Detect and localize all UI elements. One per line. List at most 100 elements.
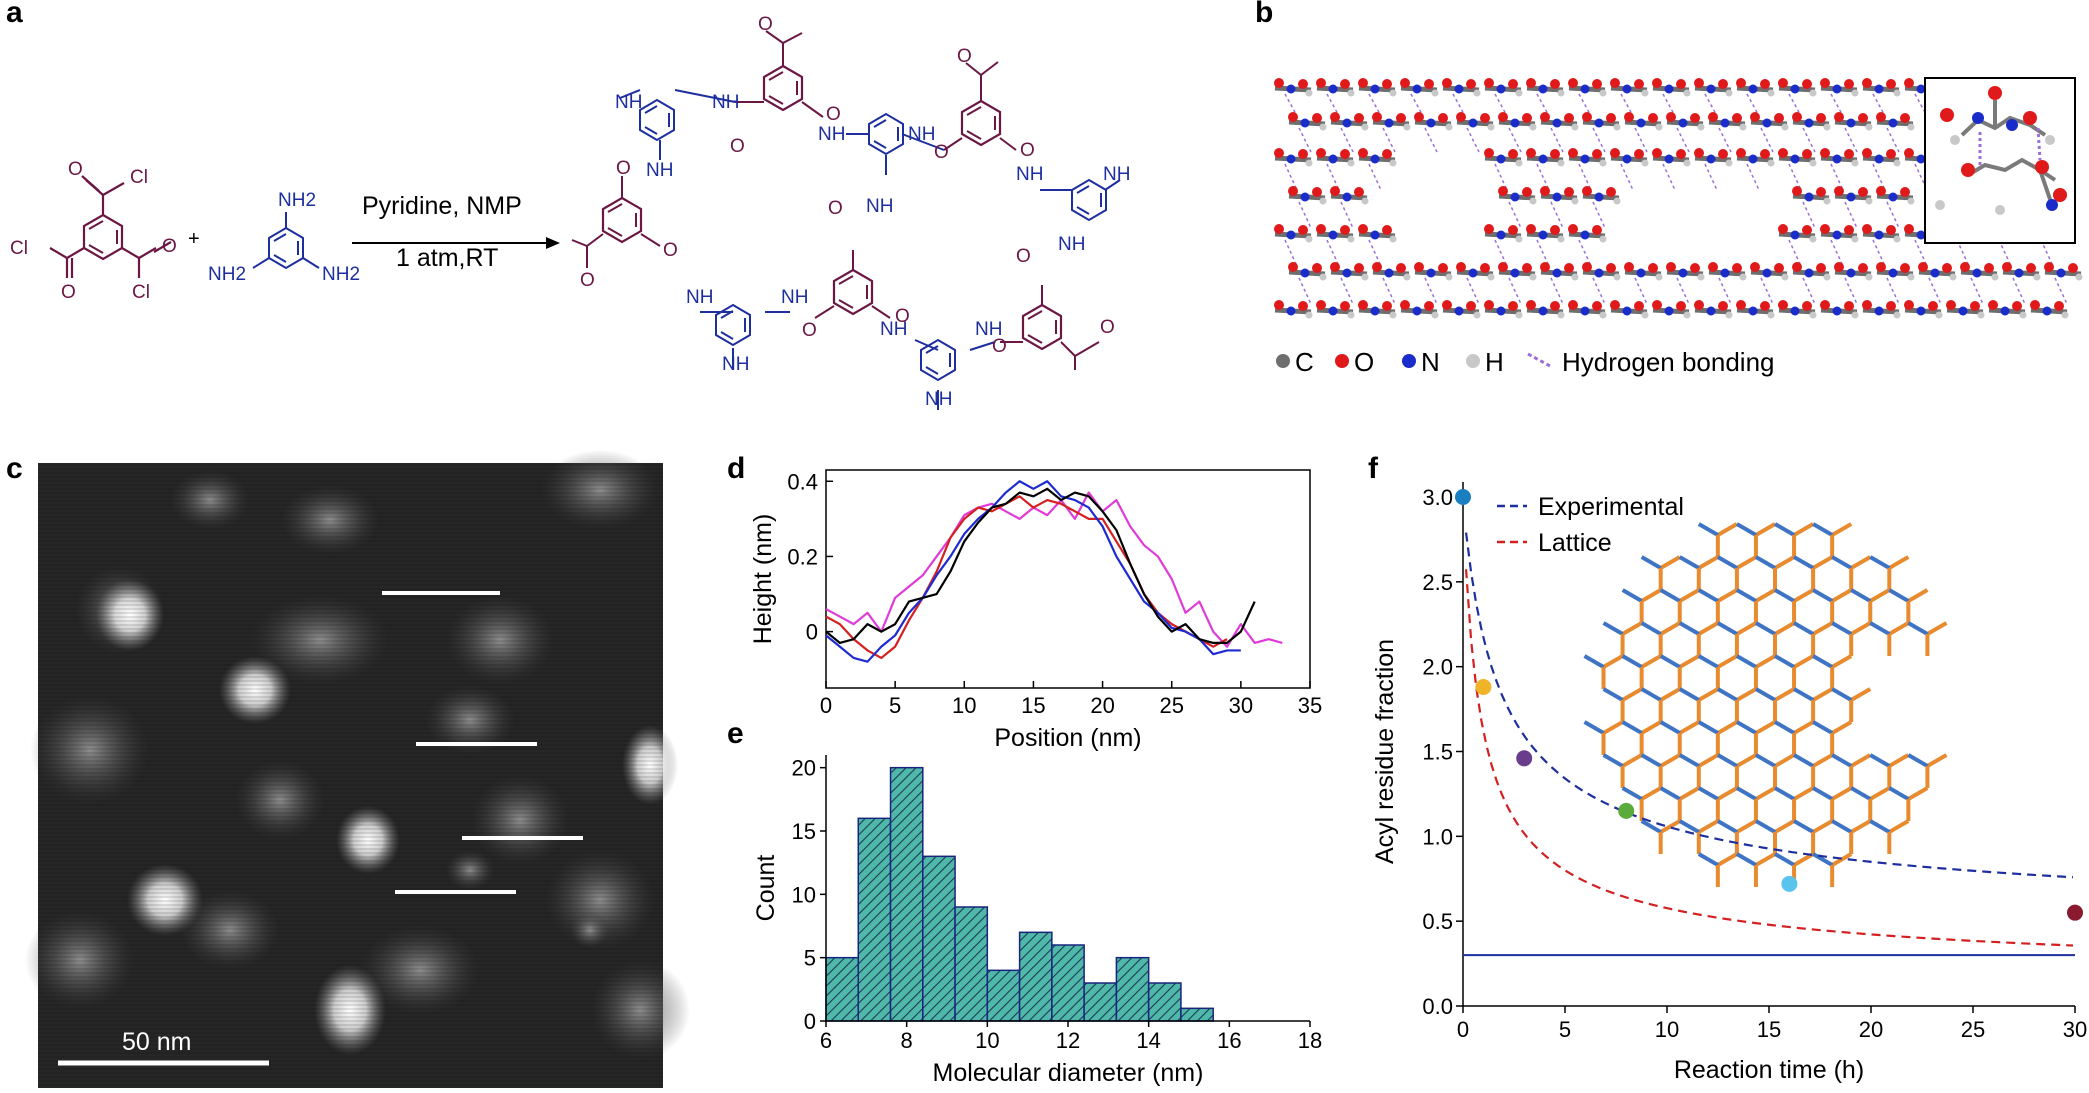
oxygen-atom xyxy=(1540,112,1550,122)
oxygen-atom xyxy=(1358,224,1368,234)
hydrogen-bond xyxy=(1466,127,1480,153)
oxygen-atom xyxy=(1340,225,1350,235)
panel-label-e: e xyxy=(727,717,744,750)
oxygen-atom xyxy=(1904,148,1914,158)
label-o: O xyxy=(663,240,678,261)
lattice-bond xyxy=(1831,522,1853,537)
oxygen-atom xyxy=(1862,148,1872,158)
oxygen-atom xyxy=(1498,262,1508,272)
lattice-bond xyxy=(1831,753,1853,768)
y-axis-label: Height (nm) xyxy=(749,514,777,645)
oxygen-atom xyxy=(1886,149,1896,159)
nitrogen-atom xyxy=(1342,268,1352,278)
y-tick-label: 2.5 xyxy=(1422,570,1453,595)
hydrogen-atom xyxy=(1865,123,1873,131)
hydrogen-atom xyxy=(1529,273,1537,281)
hydrogen-bond xyxy=(1368,239,1382,267)
nitrogen-atom xyxy=(1916,84,1926,94)
hydrogen-bond xyxy=(1494,93,1508,117)
label-nh: NH xyxy=(880,319,907,340)
oxygen-atom xyxy=(1918,262,1928,272)
lattice-bond xyxy=(1716,786,1738,801)
hydrogen-bond xyxy=(1326,239,1340,267)
nitrogen-atom xyxy=(1594,268,1604,278)
hydrogen-atom xyxy=(1823,197,1831,205)
hydrogen-atom xyxy=(1305,311,1313,319)
hydrogen-bond xyxy=(1830,93,1844,117)
label-o: O xyxy=(992,336,1007,357)
oxygen-atom xyxy=(1624,112,1634,122)
hydrogen-bond xyxy=(1704,163,1718,191)
hydrogen-atom xyxy=(1781,273,1789,281)
oxygen-atom xyxy=(1960,262,1970,272)
histogram-bar xyxy=(1180,1007,1214,1022)
nitrogen-atom xyxy=(1720,268,1730,278)
x-tick-label: 6 xyxy=(820,1028,832,1053)
plus-sign: + xyxy=(188,228,200,250)
oxygen-atom xyxy=(1760,149,1770,159)
oxygen-atom xyxy=(1676,149,1686,159)
oxygen-atom xyxy=(1540,262,1550,272)
lattice-bond xyxy=(1716,654,1738,669)
y-tick-label: 15 xyxy=(792,819,816,844)
panel-label-a: a xyxy=(6,0,23,29)
hydrogen-atom xyxy=(1529,123,1537,131)
data-point xyxy=(1618,802,1635,819)
lattice-bond xyxy=(1831,555,1853,570)
oxygen-atom xyxy=(1526,224,1536,234)
hydrogen-atom xyxy=(1305,89,1313,97)
lattice-bond xyxy=(1678,786,1700,801)
oxygen-atom xyxy=(1900,187,1910,197)
nitrogen-atom xyxy=(1678,118,1688,128)
nitrogen-atom xyxy=(1538,154,1548,164)
hydrogen-atom xyxy=(1893,159,1901,167)
nitrogen-atom xyxy=(1580,84,1590,94)
oxygen-atom xyxy=(1592,149,1602,159)
hydrogen-bond xyxy=(1368,163,1382,191)
nitrogen-atom xyxy=(1286,230,1296,240)
oxygen-atom xyxy=(1274,148,1284,158)
hydrogen-atom xyxy=(1767,89,1775,97)
label-nh: NH xyxy=(866,196,893,217)
nitrogen-atom xyxy=(1706,84,1716,94)
lattice-bond xyxy=(1716,522,1738,537)
oxygen-atom xyxy=(1778,300,1788,310)
hydrogen-atom xyxy=(1305,159,1313,167)
oxygen-atom xyxy=(1382,79,1392,89)
label-nh: NH xyxy=(908,124,935,145)
lattice-bond xyxy=(1793,654,1815,669)
oxygen-atom xyxy=(1358,300,1368,310)
nitrogen-atom xyxy=(1874,84,1884,94)
hydrogen-atom xyxy=(1697,123,1705,131)
oxygen-atom xyxy=(1564,263,1574,273)
nitrogen-atom xyxy=(1580,230,1590,240)
oxygen-atom xyxy=(2044,262,2054,272)
hydrogen-atom xyxy=(1361,273,1369,281)
label-nh2: NH2 xyxy=(208,264,246,285)
x-tick-label: 25 xyxy=(1159,693,1183,718)
oxygen-atom xyxy=(1484,148,1494,158)
label-cl: Cl xyxy=(10,238,28,259)
lattice-bond xyxy=(1640,588,1662,603)
hydrogen-bond xyxy=(1676,127,1690,153)
oxygen-atom xyxy=(1550,149,1560,159)
hydrogen-bond xyxy=(1298,127,1312,153)
reagent-melamine: NH2 NH2 NH2 xyxy=(208,190,360,285)
legend-c: C xyxy=(1295,347,1314,377)
lattice-bond xyxy=(1793,687,1815,702)
lattice-bond xyxy=(1602,621,1624,636)
lattice-bond xyxy=(1907,753,1929,768)
oxygen-atom xyxy=(2002,262,2012,272)
oxygen-atom xyxy=(1844,149,1854,159)
hydrogen-bond xyxy=(1340,201,1354,229)
oxygen-atom xyxy=(1970,301,1980,311)
hydrogen-atom xyxy=(1935,311,1943,319)
lattice-bond xyxy=(1678,720,1700,735)
hydrogen-bond xyxy=(1536,239,1550,267)
lattice-bond xyxy=(1735,852,1757,867)
oxygen-atom xyxy=(1760,301,1770,311)
oxygen-atom xyxy=(1802,301,1812,311)
nitrogen-atom xyxy=(1874,306,1884,316)
oxygen-atom xyxy=(1862,78,1872,88)
x-tick-label: 25 xyxy=(1961,1017,1985,1042)
